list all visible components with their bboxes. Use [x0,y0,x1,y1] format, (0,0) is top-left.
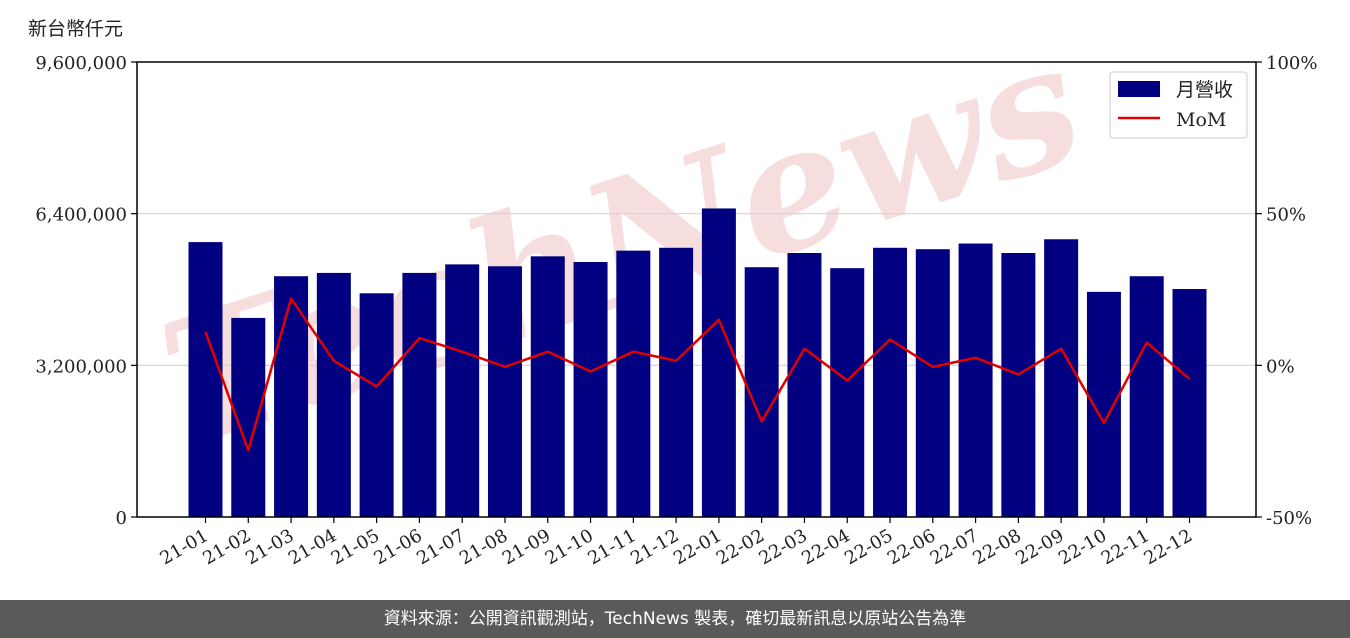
bar-22-05 [873,247,908,517]
bar-21-03 [274,276,309,517]
x-tick-label: 21-12 [627,525,682,569]
bar-21-11 [616,250,651,517]
legend: 月營收 MoM [1109,71,1248,139]
x-tick-label: 22-10 [1055,525,1110,569]
right-tick-label: -50% [1266,508,1312,529]
x-tick-label: 21-08 [456,525,511,569]
right-tick-label: 100% [1266,53,1317,74]
bar-21-09 [530,256,565,517]
mom-line-series [204,297,1191,452]
plot-frame [136,61,1257,518]
left-tick-label: 3,200,000 [35,356,127,377]
bar-22-04 [830,268,865,517]
x-tick-label: 22-05 [841,525,896,569]
left-tick-label: 6,400,000 [35,205,127,226]
right-tick-label: 0% [1266,356,1295,377]
bar-21-10 [573,262,608,517]
bar-22-08 [1001,253,1036,518]
bar-21-08 [487,266,522,517]
legend-label-mom: MoM [1176,109,1226,131]
bar-22-06 [915,249,950,517]
right-tick-label: 50% [1266,205,1306,226]
x-tick-label: 22-08 [969,525,1024,569]
x-tick-label: 22-03 [756,525,811,569]
unit-label: 新台幣仟元 [28,18,124,40]
revenue-chart: TechNews 03,200,0006,400,0009,600,000-50… [35,2,1317,569]
x-tick-label: 21-01 [157,525,212,569]
x-tick-label: 21-07 [413,525,468,569]
x-tick-label: 21-09 [499,525,554,569]
x-tick-label: 21-03 [242,525,297,569]
left-tick-label: 0 [116,508,127,529]
bar-21-05 [359,293,394,517]
x-tick-label: 22-07 [927,525,982,569]
bar-21-12 [659,247,694,517]
source-footer: 資料來源：公開資訊觀測站，TechNews 製表，確切最新訊息以原站公告為準 [0,600,1350,638]
bar-series [188,208,1207,518]
bar-22-11 [1129,276,1164,517]
legend-swatch-bar [1118,81,1160,97]
x-tick-label: 22-12 [1141,525,1196,569]
bar-22-07 [958,243,993,517]
x-tick-label: 21-06 [370,525,425,569]
bar-21-01 [188,242,223,517]
x-tick-label: 21-05 [328,525,383,569]
bar-21-04 [316,272,351,517]
x-tick-label: 22-11 [1098,525,1153,569]
mom-line [204,297,1191,452]
x-tick-label: 21-10 [542,525,597,569]
x-tick-label: 22-02 [713,525,768,569]
x-tick-label: 21-02 [199,525,254,569]
x-tick-label: 22-09 [1012,525,1067,569]
x-tick-label: 22-06 [884,525,939,569]
legend-label-revenue: 月營收 [1176,79,1233,101]
x-tick-label: 21-11 [584,525,639,569]
bar-22-03 [787,253,822,518]
bar-22-12 [1172,289,1207,517]
x-tick-label: 22-04 [798,525,853,569]
bar-22-01 [701,208,736,517]
bar-21-07 [445,264,480,517]
bar-21-06 [402,272,437,517]
bar-22-09 [1044,239,1079,517]
x-tick-label: 21-04 [285,525,340,569]
x-tick-label: 22-01 [670,525,725,569]
left-tick-label: 9,600,000 [35,53,127,74]
